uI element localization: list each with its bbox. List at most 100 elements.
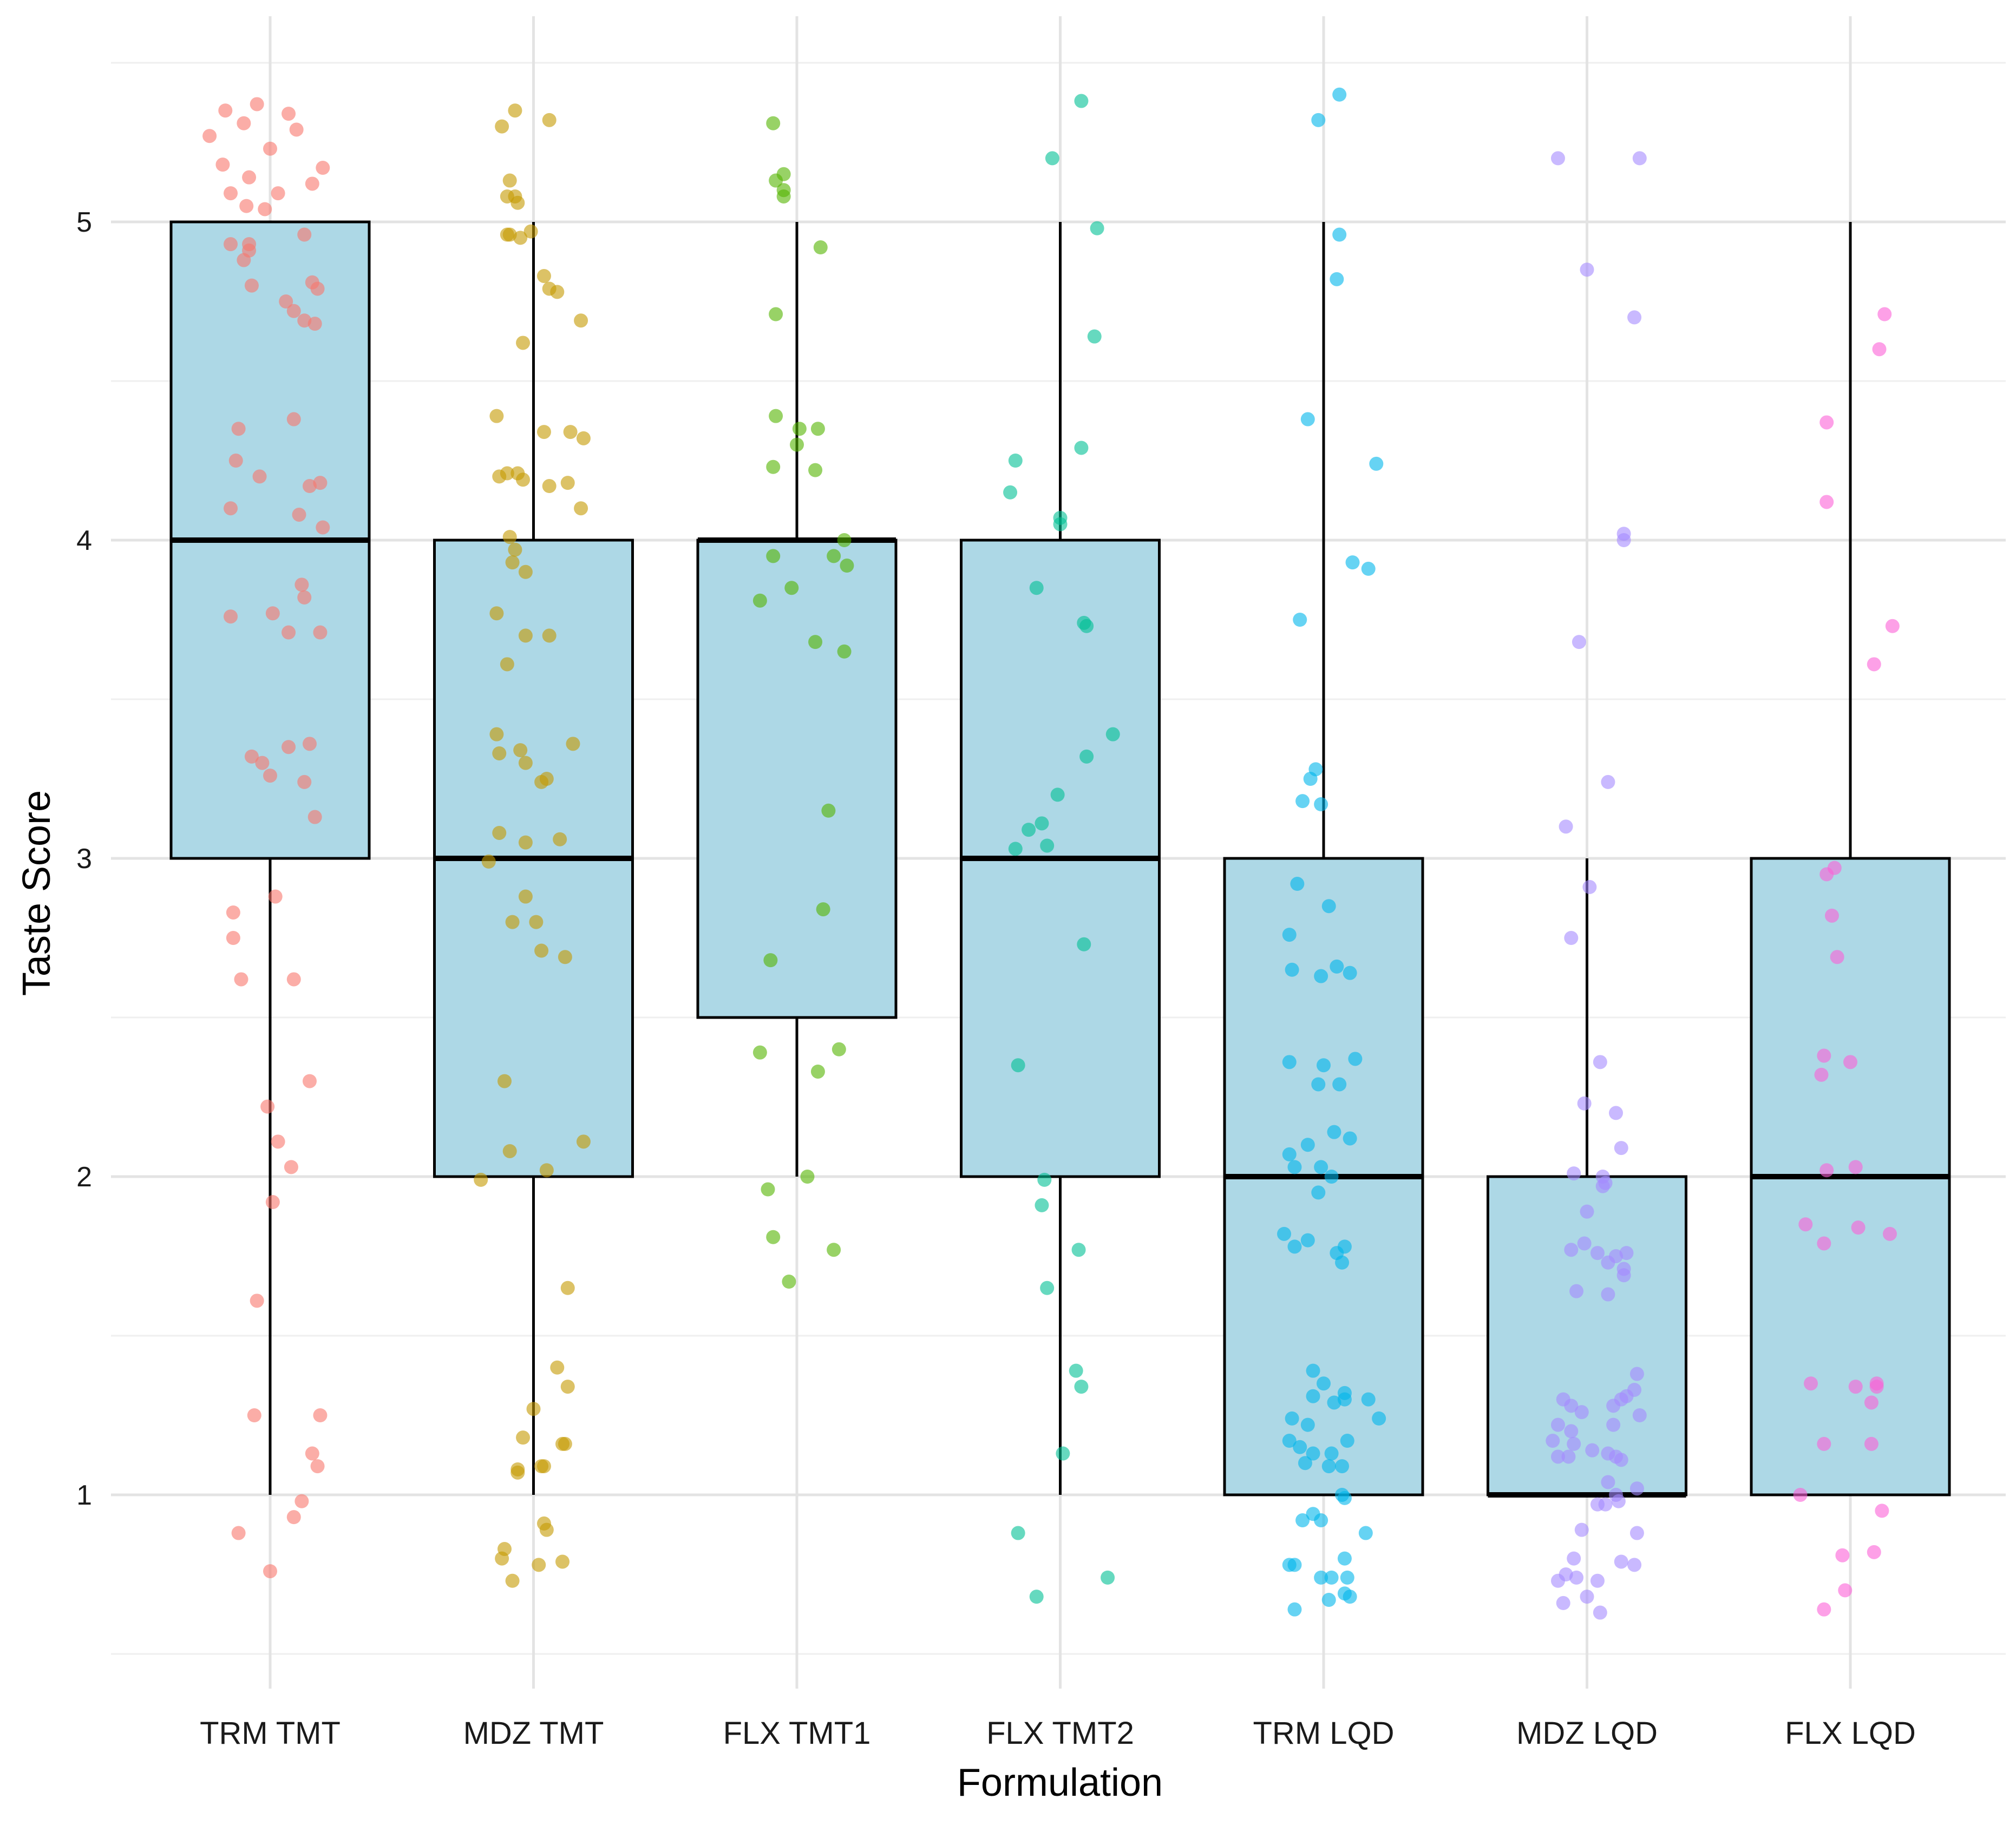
- data-point: [265, 606, 280, 621]
- data-point: [508, 103, 522, 118]
- data-point: [260, 1099, 275, 1114]
- data-point: [1843, 1055, 1857, 1069]
- data-point: [550, 1360, 565, 1375]
- data-point: [1550, 151, 1565, 166]
- data-point: [297, 774, 312, 789]
- data-point: [782, 1275, 796, 1289]
- data-point: [302, 737, 317, 751]
- data-point: [563, 425, 578, 439]
- data-point: [1798, 1217, 1813, 1232]
- data-point: [1317, 1376, 1331, 1391]
- data-point: [1277, 1226, 1292, 1241]
- data-point: [539, 1522, 554, 1537]
- data-point: [1311, 1077, 1326, 1092]
- data-point: [534, 774, 549, 789]
- data-point: [840, 559, 854, 573]
- data-point: [1872, 342, 1887, 357]
- data-point: [508, 542, 522, 557]
- data-point: [1848, 1380, 1863, 1394]
- data-point: [294, 1494, 309, 1508]
- data-point: [1295, 794, 1310, 809]
- data-point: [1564, 931, 1579, 945]
- data-point: [1567, 1551, 1581, 1566]
- data-point: [1632, 151, 1647, 166]
- data-point: [1037, 1172, 1052, 1187]
- data-point: [1619, 1246, 1634, 1261]
- data-point: [1311, 113, 1326, 127]
- data-point: [832, 1042, 846, 1056]
- data-point: [516, 336, 531, 350]
- x-tick-label: FLX TMT2: [986, 1716, 1134, 1751]
- data-point: [827, 1243, 841, 1257]
- data-point: [1293, 613, 1307, 627]
- data-point: [263, 769, 277, 783]
- data-point: [1561, 1449, 1576, 1464]
- data-point: [1574, 1405, 1589, 1420]
- data-point: [532, 1558, 546, 1572]
- data-point: [292, 507, 306, 522]
- data-point: [1835, 1548, 1850, 1563]
- data-point: [297, 590, 312, 605]
- data-point: [489, 409, 504, 423]
- data-point: [1282, 928, 1297, 942]
- data-point: [1585, 1443, 1600, 1458]
- x-tick-label: MDZ LQD: [1516, 1716, 1658, 1751]
- data-point: [560, 476, 575, 490]
- data-point: [1819, 495, 1834, 509]
- data-point: [1324, 1570, 1339, 1585]
- data-point: [316, 161, 330, 175]
- data-point: [576, 431, 591, 445]
- data-point: [1817, 1048, 1831, 1063]
- data-point: [313, 476, 328, 490]
- data-point: [307, 810, 322, 824]
- points-layer: [202, 87, 1900, 1620]
- data-point: [518, 564, 533, 579]
- data-point: [555, 1554, 570, 1569]
- data-point: [310, 1459, 325, 1474]
- data-point: [1609, 1488, 1624, 1502]
- data-point: [286, 972, 301, 987]
- data-point: [1804, 1376, 1818, 1391]
- data-point: [518, 889, 533, 904]
- data-point: [1300, 1233, 1315, 1248]
- data-point: [492, 825, 507, 840]
- data-point: [224, 237, 238, 252]
- data-point: [302, 1074, 317, 1088]
- data-point: [1340, 1570, 1354, 1585]
- data-point: [1345, 555, 1360, 570]
- data-point: [1295, 1513, 1310, 1528]
- data-point: [244, 749, 259, 764]
- data-point: [1838, 1583, 1853, 1598]
- data-point: [1035, 1198, 1049, 1212]
- data-point: [1314, 969, 1328, 983]
- data-point: [518, 756, 533, 770]
- y-tick-label: 5: [76, 207, 92, 238]
- data-point: [1627, 1558, 1642, 1572]
- data-point: [536, 1459, 551, 1474]
- data-point: [1314, 1160, 1328, 1174]
- data-point: [1337, 1551, 1352, 1566]
- data-point: [1077, 937, 1091, 951]
- data-point: [1590, 1573, 1605, 1588]
- data-point: [508, 189, 522, 203]
- data-point: [1577, 1096, 1592, 1111]
- data-point: [268, 889, 283, 904]
- data-point: [1335, 1255, 1350, 1270]
- data-point: [516, 1430, 531, 1445]
- y-tick-label: 2: [76, 1161, 92, 1193]
- data-point: [1045, 151, 1059, 166]
- data-point: [1298, 1456, 1312, 1470]
- data-point: [1011, 1526, 1025, 1540]
- x-tick-label: TRM TMT: [200, 1716, 341, 1751]
- data-point: [1008, 842, 1023, 856]
- data-point: [242, 170, 257, 185]
- x-axis-title: Formulation: [957, 1761, 1163, 1804]
- data-point: [1343, 1590, 1357, 1604]
- data-point: [1580, 1204, 1594, 1219]
- data-point: [1337, 1491, 1352, 1505]
- data-point: [1593, 1055, 1607, 1069]
- data-point: [1287, 1558, 1302, 1572]
- x-tick-label: TRM LQD: [1253, 1716, 1395, 1751]
- data-point: [1317, 1058, 1331, 1073]
